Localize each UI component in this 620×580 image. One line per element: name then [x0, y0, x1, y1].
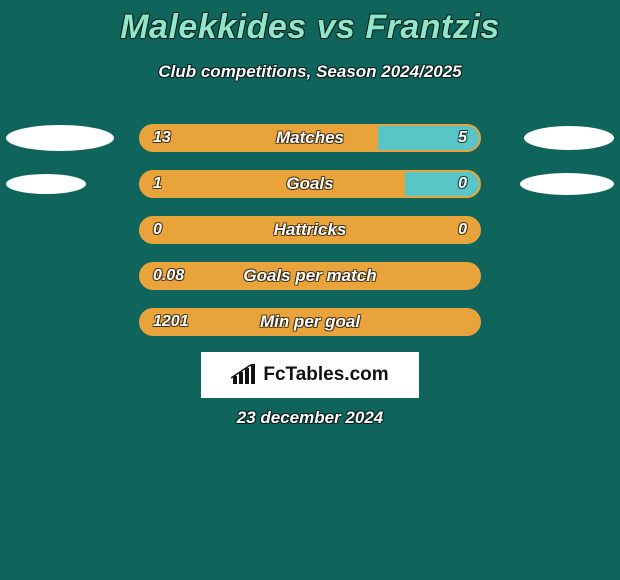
stat-row: Goals per match0.08: [0, 262, 620, 290]
stat-label: Goals per match: [141, 264, 479, 288]
fctables-logo: FcTables.com: [201, 352, 419, 398]
stat-bar: Hattricks0 0: [139, 216, 481, 244]
stat-value-left: 1201: [153, 310, 189, 334]
stat-bar: Goals per match0.08: [139, 262, 481, 290]
stat-value-left: 13: [153, 126, 171, 150]
stat-row: Hattricks0 0: [0, 216, 620, 244]
stat-label: Hattricks: [141, 218, 479, 242]
player-right-marker: [524, 126, 614, 150]
stat-row: Min per goal1201: [0, 308, 620, 336]
stat-rows: Matches135Goals10Hattricks00Goals per ma…: [0, 124, 620, 354]
bar-chart-icon: [231, 364, 257, 386]
stat-value-right: 0: [458, 218, 467, 242]
snapshot-date: 23 december 2024: [0, 408, 620, 428]
player-left-marker: [6, 125, 114, 151]
stat-value-left: 0: [153, 218, 162, 242]
stat-row: Goals1 0: [0, 170, 620, 198]
stat-value-right: 0: [458, 172, 467, 196]
stat-bar: Matches13 5: [139, 124, 481, 152]
player-right-marker: [520, 173, 614, 195]
player-left-marker: [6, 174, 86, 194]
logo-text: FcTables.com: [263, 364, 388, 386]
stat-bar: Goals1 0: [139, 170, 481, 198]
stat-value-right: 5: [458, 126, 467, 150]
stat-row: Matches13 5: [0, 124, 620, 152]
comparison-infographic: Malekkides vs Frantzis Club competitions…: [0, 0, 620, 580]
stat-value-left: 1: [153, 172, 162, 196]
subtitle: Club competitions, Season 2024/2025: [0, 62, 620, 82]
stat-label: Goals: [141, 172, 479, 196]
stat-bar: Min per goal1201: [139, 308, 481, 336]
page-title: Malekkides vs Frantzis: [0, 8, 620, 47]
stat-value-left: 0.08: [153, 264, 184, 288]
stat-label: Matches: [141, 126, 479, 150]
stat-label: Min per goal: [141, 310, 479, 334]
